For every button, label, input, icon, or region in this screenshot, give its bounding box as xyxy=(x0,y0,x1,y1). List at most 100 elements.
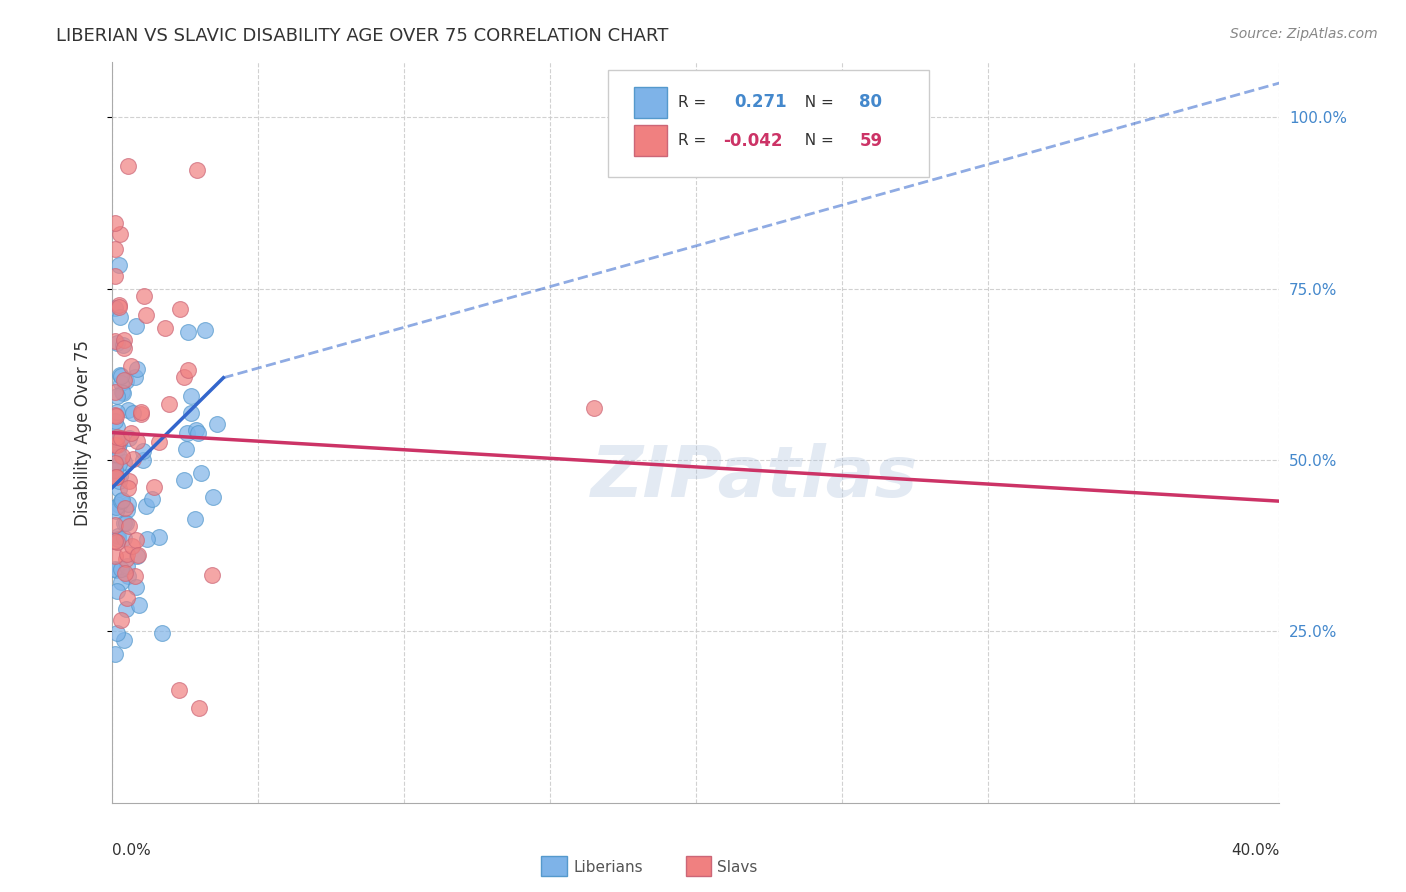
Point xyxy=(104,562,127,576)
Point xyxy=(104,470,127,484)
Point xyxy=(108,310,131,325)
Point xyxy=(118,519,141,533)
Text: 0.0%: 0.0% xyxy=(112,843,152,857)
Point xyxy=(114,516,136,531)
Point xyxy=(114,501,136,516)
Point xyxy=(104,384,127,399)
Point xyxy=(108,474,131,488)
Point xyxy=(187,701,209,715)
Point xyxy=(157,397,180,411)
Text: N =: N = xyxy=(796,95,839,110)
Point xyxy=(110,468,132,483)
Point xyxy=(128,599,150,613)
Point xyxy=(105,438,128,452)
Point xyxy=(582,401,605,416)
Text: R =: R = xyxy=(679,134,711,148)
Point xyxy=(108,498,131,512)
Point xyxy=(104,409,127,423)
Point xyxy=(104,268,127,283)
Point xyxy=(190,466,212,480)
Point xyxy=(132,453,155,467)
Point xyxy=(115,602,138,616)
Point xyxy=(169,302,191,317)
Point xyxy=(124,318,146,333)
Point xyxy=(112,373,135,387)
Point xyxy=(110,376,132,391)
Point xyxy=(115,374,138,388)
Point xyxy=(117,403,139,417)
Point xyxy=(105,563,128,577)
Point xyxy=(143,479,166,493)
Point xyxy=(187,426,209,441)
Point xyxy=(104,463,127,477)
Point xyxy=(173,473,195,487)
Point xyxy=(173,370,195,384)
Point xyxy=(112,516,135,530)
Point xyxy=(184,424,207,438)
Point xyxy=(134,289,156,303)
Point xyxy=(108,227,131,242)
Point xyxy=(107,449,129,463)
Point xyxy=(117,558,139,573)
Point xyxy=(105,335,128,350)
Point xyxy=(105,405,128,419)
Text: -0.042: -0.042 xyxy=(723,132,782,150)
Point xyxy=(114,566,136,581)
Point xyxy=(207,417,229,431)
Point xyxy=(112,341,135,355)
Point xyxy=(184,512,207,526)
Point xyxy=(131,444,153,458)
Bar xyxy=(634,87,666,118)
Point xyxy=(148,434,170,449)
Text: R =: R = xyxy=(679,95,711,110)
Point xyxy=(110,575,132,590)
Point xyxy=(104,470,127,484)
Point xyxy=(202,491,225,505)
Point xyxy=(176,426,198,441)
Point xyxy=(104,549,127,563)
Point xyxy=(110,613,132,627)
Point xyxy=(194,322,217,336)
Point xyxy=(108,298,131,312)
Point xyxy=(117,481,139,495)
Point xyxy=(105,431,128,445)
Point xyxy=(117,159,139,173)
Point xyxy=(177,363,200,377)
Point xyxy=(127,548,149,562)
Text: 59: 59 xyxy=(859,132,883,150)
Point xyxy=(120,425,142,440)
Point xyxy=(105,584,128,599)
Point xyxy=(122,406,145,420)
Point xyxy=(111,449,134,463)
Point xyxy=(111,493,134,508)
Point xyxy=(125,434,148,448)
Point xyxy=(104,216,127,230)
Text: 0.271: 0.271 xyxy=(734,94,787,112)
Point xyxy=(104,414,127,428)
Point xyxy=(107,532,129,546)
Point xyxy=(104,648,127,662)
Point xyxy=(129,407,152,421)
Point xyxy=(129,405,152,419)
Point xyxy=(108,300,131,314)
Point xyxy=(112,455,135,469)
Point xyxy=(148,529,170,543)
Text: Liberians: Liberians xyxy=(574,860,644,874)
Point xyxy=(117,497,139,511)
Point xyxy=(108,436,131,450)
Point xyxy=(112,531,135,545)
Point xyxy=(104,301,127,315)
Point xyxy=(107,433,129,447)
Point xyxy=(115,591,138,605)
Text: 40.0%: 40.0% xyxy=(1232,843,1279,857)
Text: N =: N = xyxy=(796,134,839,148)
Point xyxy=(117,502,139,516)
Point xyxy=(108,457,131,471)
Point xyxy=(107,441,129,455)
Point xyxy=(115,547,138,561)
Point xyxy=(122,451,145,466)
Point xyxy=(118,432,141,446)
Point xyxy=(135,308,157,322)
Point xyxy=(107,528,129,542)
Point xyxy=(141,491,163,506)
